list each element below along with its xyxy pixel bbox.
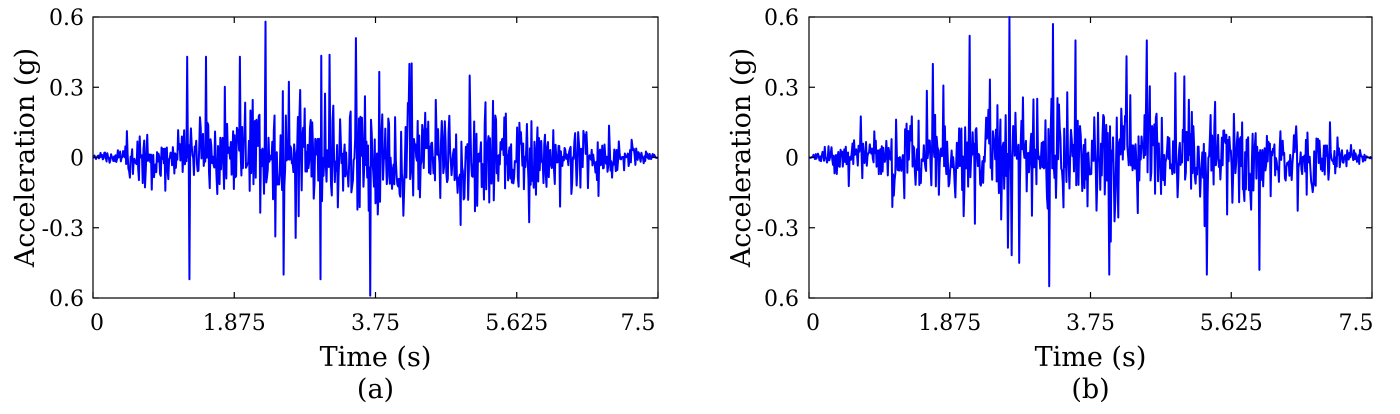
chart-a-xtick-label-0: 0 <box>90 311 104 336</box>
chart-b-series <box>808 16 1373 288</box>
chart-b-plot-area <box>808 16 1373 299</box>
chart-b-xtick-label-0: 0 <box>806 311 820 336</box>
chart-b-xtick-label-2: 3.75 <box>1066 311 1115 336</box>
chart-a-ytick-label-2: 0 <box>70 147 84 172</box>
chart-b-xlabel: Time (s) <box>1035 342 1147 373</box>
chart-b-xtick-label-1: 1.875 <box>918 311 981 336</box>
chart-a-ytick-label-3: -0.3 <box>42 217 84 242</box>
chart-b-ytick-label-2: 0 <box>785 147 799 172</box>
chart-a-xtick-label-2: 3.75 <box>351 311 400 336</box>
chart-b-xtick-label-3: 5.625 <box>1200 311 1263 336</box>
chart-b-xtick-label-4: 7.5 <box>1339 311 1374 336</box>
chart-a-xtick-label-4: 7.5 <box>621 311 656 336</box>
chart-b-ytick-label-4: 0.6 <box>764 287 799 312</box>
chart-b-caption: (b) <box>1071 374 1109 405</box>
chart-b-ylabel: Acceleration (g) <box>726 48 757 268</box>
chart-b-ytick-label-0: 0.6 <box>764 6 799 31</box>
chart-b-ytick-labels: 0.6 0.3 0 -0.3 0.6 <box>757 6 799 312</box>
chart-b-plot-frame <box>808 16 1373 299</box>
chart-a-series-line-0 <box>92 20 659 297</box>
chart-b-ytick-label-1: 0.3 <box>764 76 799 101</box>
chart-a-series <box>92 20 659 297</box>
chart-a-xtick-label-1: 1.875 <box>203 311 266 336</box>
chart-a-ytick-label-1: 0.3 <box>49 76 84 101</box>
chart-a-ytick-label-4: 0.6 <box>49 287 84 312</box>
chart-a-ticks <box>92 16 659 299</box>
chart-a-caption: (a) <box>357 374 394 405</box>
chart-b-ytick-label-3: -0.3 <box>757 217 799 242</box>
chart-b-ticks <box>808 16 1373 299</box>
chart-b-xtick-labels: 0 1.875 3.75 5.625 7.5 <box>806 311 1374 336</box>
chart-b: 0.6 0.3 0 -0.3 0.6 0 1.875 3.75 5.625 7.… <box>726 6 1374 405</box>
chart-a-xtick-label-3: 5.625 <box>485 311 548 336</box>
chart-a-ylabel: Acceleration (g) <box>10 48 41 268</box>
chart-a: 0.6 0.3 0 -0.3 0.6 0 1.875 3.75 5.625 7.… <box>10 6 659 405</box>
chart-b-series-line-0 <box>808 16 1373 288</box>
chart-a-ytick-label-0: 0.6 <box>49 6 84 31</box>
chart-a-xtick-labels: 0 1.875 3.75 5.625 7.5 <box>90 311 656 336</box>
chart-a-xlabel: Time (s) <box>320 342 432 373</box>
chart-a-ytick-labels: 0.6 0.3 0 -0.3 0.6 <box>42 6 84 312</box>
